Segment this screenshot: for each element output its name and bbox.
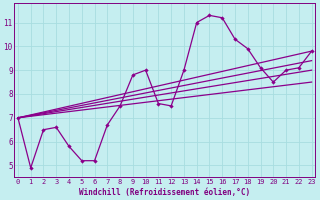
X-axis label: Windchill (Refroidissement éolien,°C): Windchill (Refroidissement éolien,°C) <box>79 188 250 197</box>
